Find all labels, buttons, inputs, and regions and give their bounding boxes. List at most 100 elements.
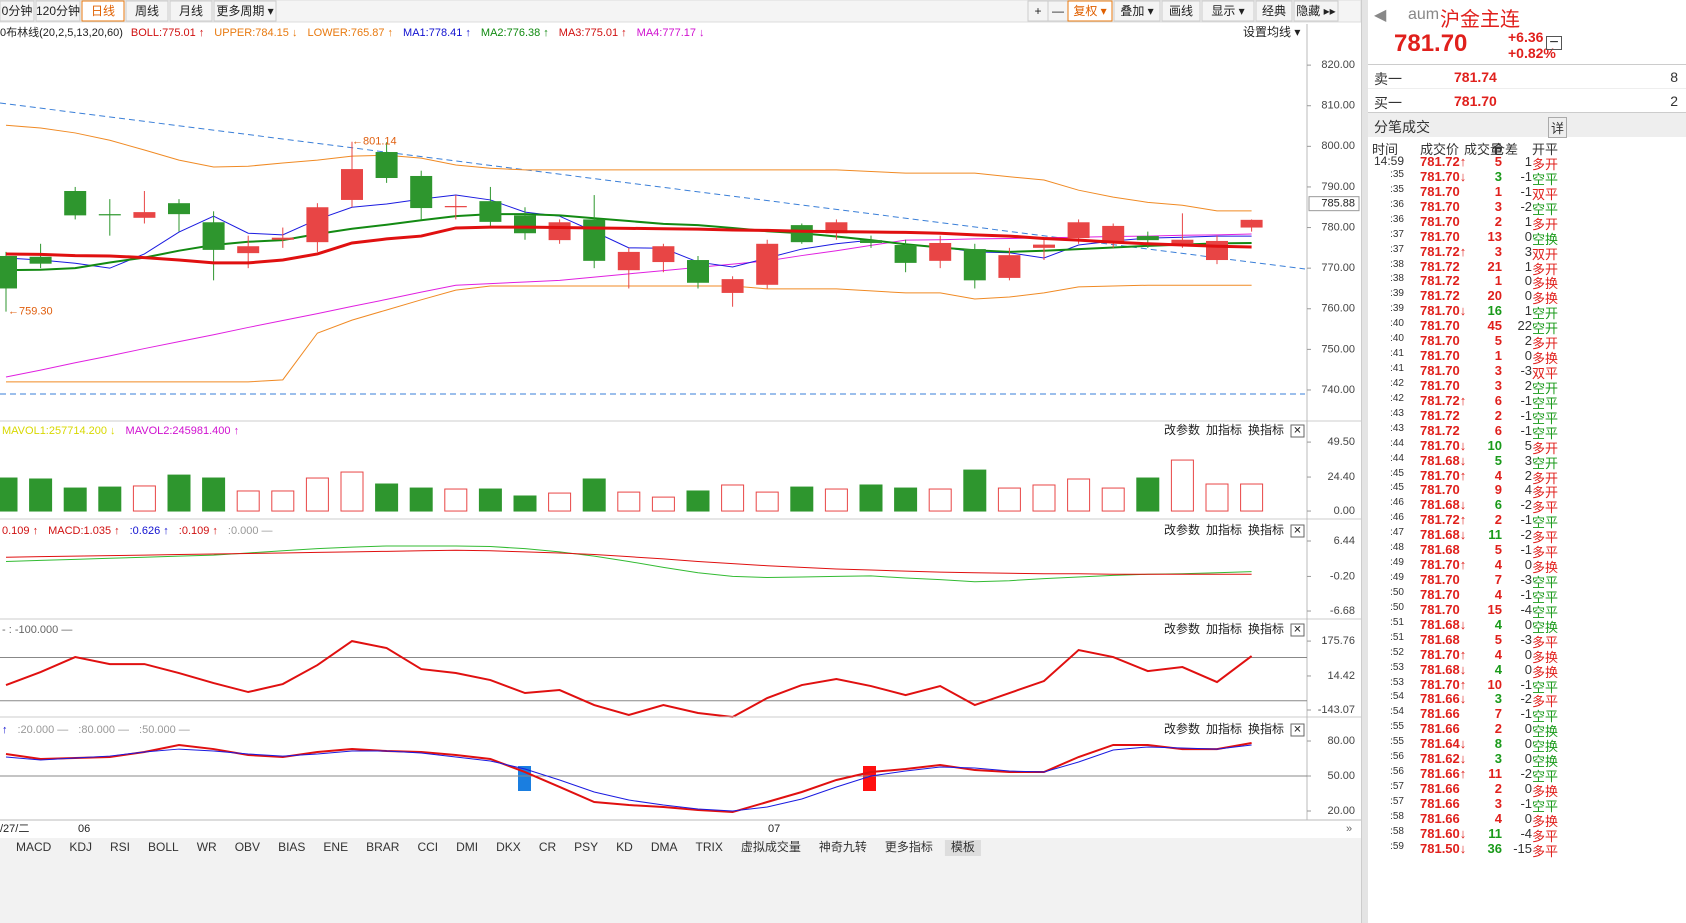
volume-bar — [513, 495, 537, 512]
trade-price: 781.50↓ — [1420, 840, 1467, 856]
toolbar-button[interactable] — [1161, 0, 1201, 22]
trade-time: :38 — [1390, 258, 1404, 270]
candle-body — [825, 222, 848, 234]
indicator-tab[interactable]: RSI — [110, 840, 130, 854]
trade-volume: 16 — [1487, 303, 1502, 319]
book-label: 卖一 — [1374, 71, 1402, 87]
volume-bar — [1170, 459, 1194, 512]
volume-bar — [1067, 478, 1091, 512]
trade-type: 多开 — [1532, 336, 1559, 352]
indicator-tab[interactable]: TRIX — [696, 840, 723, 854]
trade-oi-change: 0 — [1524, 616, 1532, 632]
indicator-tab[interactable]: DMA — [651, 840, 678, 854]
indicator-tab[interactable]: CR — [539, 840, 557, 854]
candle-body — [168, 203, 190, 215]
panel-button[interactable]: 改参数 — [1164, 522, 1200, 537]
panel-button[interactable]: 改参数 — [1164, 621, 1200, 636]
trade-type: 空平 — [1532, 604, 1559, 620]
trade-type: 多换 — [1532, 813, 1559, 829]
indicator-tab[interactable]: MACD — [16, 840, 52, 854]
indicator-tab[interactable]: 虚拟成交量 — [741, 839, 801, 854]
panel-button[interactable]: 加指标 — [1206, 522, 1242, 537]
toolbar-button[interactable] — [1293, 0, 1339, 22]
panel-button[interactable]: 换指标 — [1248, 621, 1284, 636]
indicator-tab[interactable]: OBV — [235, 840, 260, 854]
close-button[interactable]: ✕ — [1293, 426, 1301, 437]
indicator-tab[interactable]: PSY — [574, 840, 598, 854]
close-box[interactable] — [1290, 524, 1305, 538]
trade-volume: 1 — [1494, 183, 1502, 199]
indicator-tab[interactable]: CCI — [417, 840, 438, 854]
volume-bar — [894, 487, 918, 512]
indicator-tab[interactable]: 神奇九转 — [819, 839, 867, 854]
toolbar-label: 画线 — [1169, 4, 1193, 18]
panel-button[interactable]: 换指标 — [1248, 422, 1284, 437]
trade-type: 多开 — [1532, 157, 1559, 172]
indicator-line — [5, 640, 1253, 719]
minimize-icon[interactable]: − — [1546, 35, 1562, 51]
toolbar-button[interactable] — [1201, 0, 1255, 22]
panel-button[interactable]: 换指标 — [1248, 721, 1284, 736]
candle-body — [860, 240, 882, 243]
candle-body — [963, 249, 986, 281]
toolbar-label: 周线 — [135, 4, 159, 18]
toolbar-label: 叠加 ▾ — [1120, 4, 1153, 18]
trade-volume: 9 — [1494, 482, 1502, 498]
y-tick-label: 810.00 — [1321, 100, 1355, 112]
scroll-icon[interactable]: » — [1346, 823, 1352, 835]
close-button[interactable]: ✕ — [1293, 725, 1301, 736]
close-box[interactable] — [1290, 623, 1305, 637]
last-price-label: 785.88 — [1321, 198, 1355, 210]
settings-button[interactable]: 设置均线 ▾ — [1243, 25, 1300, 39]
close-button[interactable]: ✕ — [1293, 526, 1301, 537]
back-icon[interactable]: ◀ — [1374, 7, 1387, 24]
toolbar-button[interactable] — [1113, 0, 1161, 22]
trade-price: 781.70 — [1420, 228, 1460, 244]
indicator-tab[interactable]: KD — [616, 840, 633, 854]
close-box[interactable] — [1290, 723, 1305, 737]
trade-price: 781.68↓ — [1420, 527, 1467, 543]
indicator-tab[interactable]: WR — [197, 840, 217, 854]
panel-button[interactable]: 换指标 — [1248, 522, 1284, 537]
trade-type: 双平 — [1532, 186, 1559, 202]
trade-type: 多平 — [1532, 634, 1559, 650]
toolbar-button[interactable] — [0, 0, 35, 22]
panel-button[interactable]: 加指标 — [1206, 621, 1242, 636]
indicator-tab[interactable]: BOLL — [148, 840, 179, 854]
close-box[interactable] — [1290, 424, 1305, 438]
toolbar-button[interactable] — [81, 0, 125, 22]
indicator-tab[interactable]: DMI — [456, 840, 478, 854]
trade-type: 空换 — [1532, 619, 1559, 635]
detail-button[interactable]: 详 — [1548, 117, 1568, 138]
close-button[interactable]: ✕ — [1293, 625, 1301, 636]
panel-button[interactable]: 改参数 — [1164, 721, 1200, 736]
indicator-tab[interactable]: BRAR — [366, 840, 400, 854]
candle-body — [0, 255, 17, 289]
trade-type: 空平 — [1532, 515, 1559, 531]
indicator-tab[interactable]: KDJ — [69, 840, 92, 854]
toolbar-button[interactable] — [35, 0, 81, 22]
trade-time: :50 — [1390, 601, 1404, 613]
indicator-tab[interactable]: 更多指标 — [885, 839, 933, 854]
volume-bar — [444, 488, 468, 512]
toolbar-button[interactable] — [1255, 0, 1293, 22]
trade-oi-change: 0 — [1524, 228, 1532, 244]
panel-button[interactable]: 加指标 — [1206, 721, 1242, 736]
toolbar-button[interactable] — [1067, 0, 1113, 22]
indicator-tab[interactable]: DKX — [496, 840, 521, 854]
panel-button[interactable]: 改参数 — [1164, 422, 1200, 437]
toolbar-button[interactable] — [213, 0, 277, 22]
toolbar-button[interactable] — [125, 0, 169, 22]
trade-volume: 5 — [1494, 154, 1502, 169]
trade-oi-change: 0 — [1524, 781, 1532, 797]
candle-body — [1102, 225, 1125, 243]
toolbar-button[interactable] — [169, 0, 213, 22]
indicator-tab[interactable]: 模板 — [951, 840, 975, 854]
trade-price: 781.72↑ — [1420, 392, 1467, 408]
volume-bar — [755, 491, 779, 512]
panel-button[interactable]: 加指标 — [1206, 422, 1242, 437]
volume-bar — [98, 486, 122, 512]
trade-price: 781.70 — [1420, 482, 1460, 498]
indicator-tab[interactable]: ENE — [323, 840, 348, 854]
indicator-tab[interactable]: BIAS — [278, 840, 305, 854]
